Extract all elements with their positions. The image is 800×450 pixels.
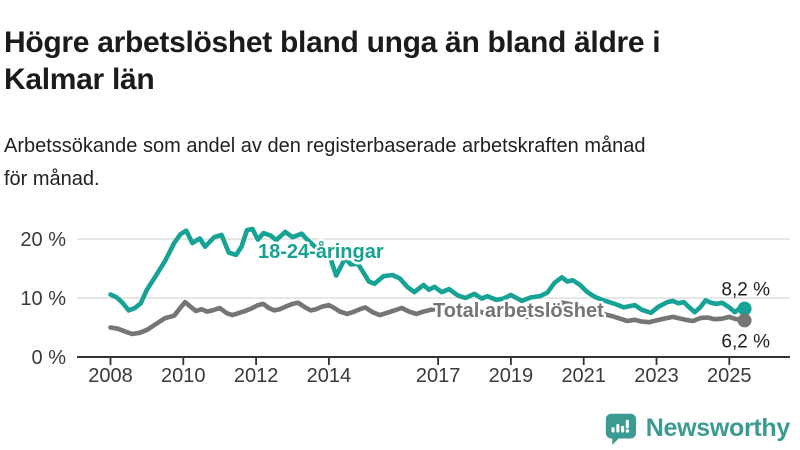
series-end-dot-0 [737,301,752,316]
series-label-1: Total arbetslöshet [433,300,604,322]
x-tick-label: 2025 [707,365,752,387]
series-line-0 [108,226,747,316]
x-tick-label: 2023 [634,365,679,387]
page-title-line-2: Kalmar län [4,63,155,97]
x-tick-label: 2021 [561,365,606,387]
x-tick-label: 2017 [416,365,461,387]
line-chart-svg: 2008 2010 2012 2014 2017 2019 2021 2023 2025 0 % 1… [20,226,790,387]
chart-subtitle: Arbetssökande som andel av den registerb… [4,130,646,196]
end-value-label-0: 8,2 % [721,280,770,301]
y-tick-label: 10 % [20,288,66,310]
x-tick-label: 2008 [88,365,133,387]
newsworthy-logo-icon [605,413,636,445]
chart-subtitle-line-2: för månad. [4,168,100,190]
series-label-0: 18-24-åringar [258,240,384,263]
x-tick-label: 2014 [307,365,352,387]
end-value-label-1: 6,2 % [721,331,770,352]
series-end-dot-1 [737,313,752,328]
page-title-line-1: Högre arbetslöshet bland unga än bland ä… [4,26,661,60]
x-tick-label: 2012 [234,365,279,387]
brand-name: Newsworthy [645,413,791,442]
footer-brand[interactable]: Newsworthy [604,409,790,447]
series-line-1 [108,299,747,337]
x-tick-label: 2019 [489,365,534,387]
x-tick-label: 2010 [161,365,206,387]
chart-subtitle-line-1: Arbetssökande som andel av den registerb… [4,135,646,157]
y-tick-label: 20 % [20,229,66,251]
y-tick-label: 0 % [32,347,67,369]
line-chart: 2008 2010 2012 2014 2017 2019 2021 2023 2025 0 % 1… [0,195,800,407]
page-title: Högre arbetslöshet bland unga än bland ä… [4,24,661,98]
